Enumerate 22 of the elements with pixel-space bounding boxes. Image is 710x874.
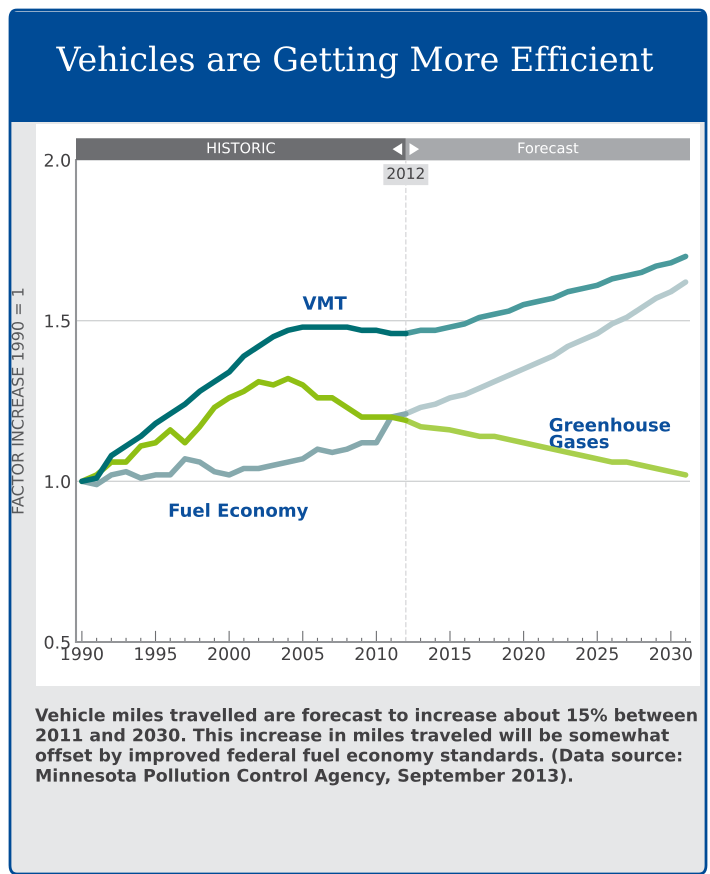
- series-label: Greenhouse Gases: [550, 418, 670, 448]
- series-label: VMT: [302, 296, 347, 310]
- x-tick-label: 2005: [282, 647, 324, 660]
- x-tick-label: 2015: [429, 647, 471, 660]
- chart-title: Vehicles are Getting More Efficient: [56, 46, 654, 78]
- text: Forecast: [518, 142, 578, 154]
- series-label: Fuel Economy: [170, 503, 308, 521]
- y-tick-label: 2.0: [44, 154, 70, 167]
- ref-line-label: 2012: [388, 168, 424, 180]
- y-tick-label: 1.5: [45, 314, 70, 328]
- x-tick-label: 2025: [576, 647, 618, 660]
- x-tick-label: 1990: [62, 647, 103, 660]
- text: HISTORIC: [208, 142, 275, 154]
- x-tick-label: 2010: [356, 647, 398, 660]
- y-tick-label: 0.5: [44, 636, 70, 649]
- y-tick-label: 1.0: [45, 475, 70, 488]
- x-tick-label: 2030: [650, 647, 692, 660]
- x-tick-label: 2020: [502, 647, 545, 660]
- y-axis-title: FACTOR INCREASE 1990 = 1: [12, 288, 24, 514]
- x-tick-label: 2000: [208, 647, 250, 660]
- x-tick-label: 1995: [135, 647, 176, 660]
- text: Vehicle miles travelled are forecast to increase about 15% between 2011 and 2030. This increase in miles traveled will be somewhat offset by improved federal fuel economy standards. (Data source: Minnesota Pollution Control Agency, September 2013).: [35, 708, 697, 786]
